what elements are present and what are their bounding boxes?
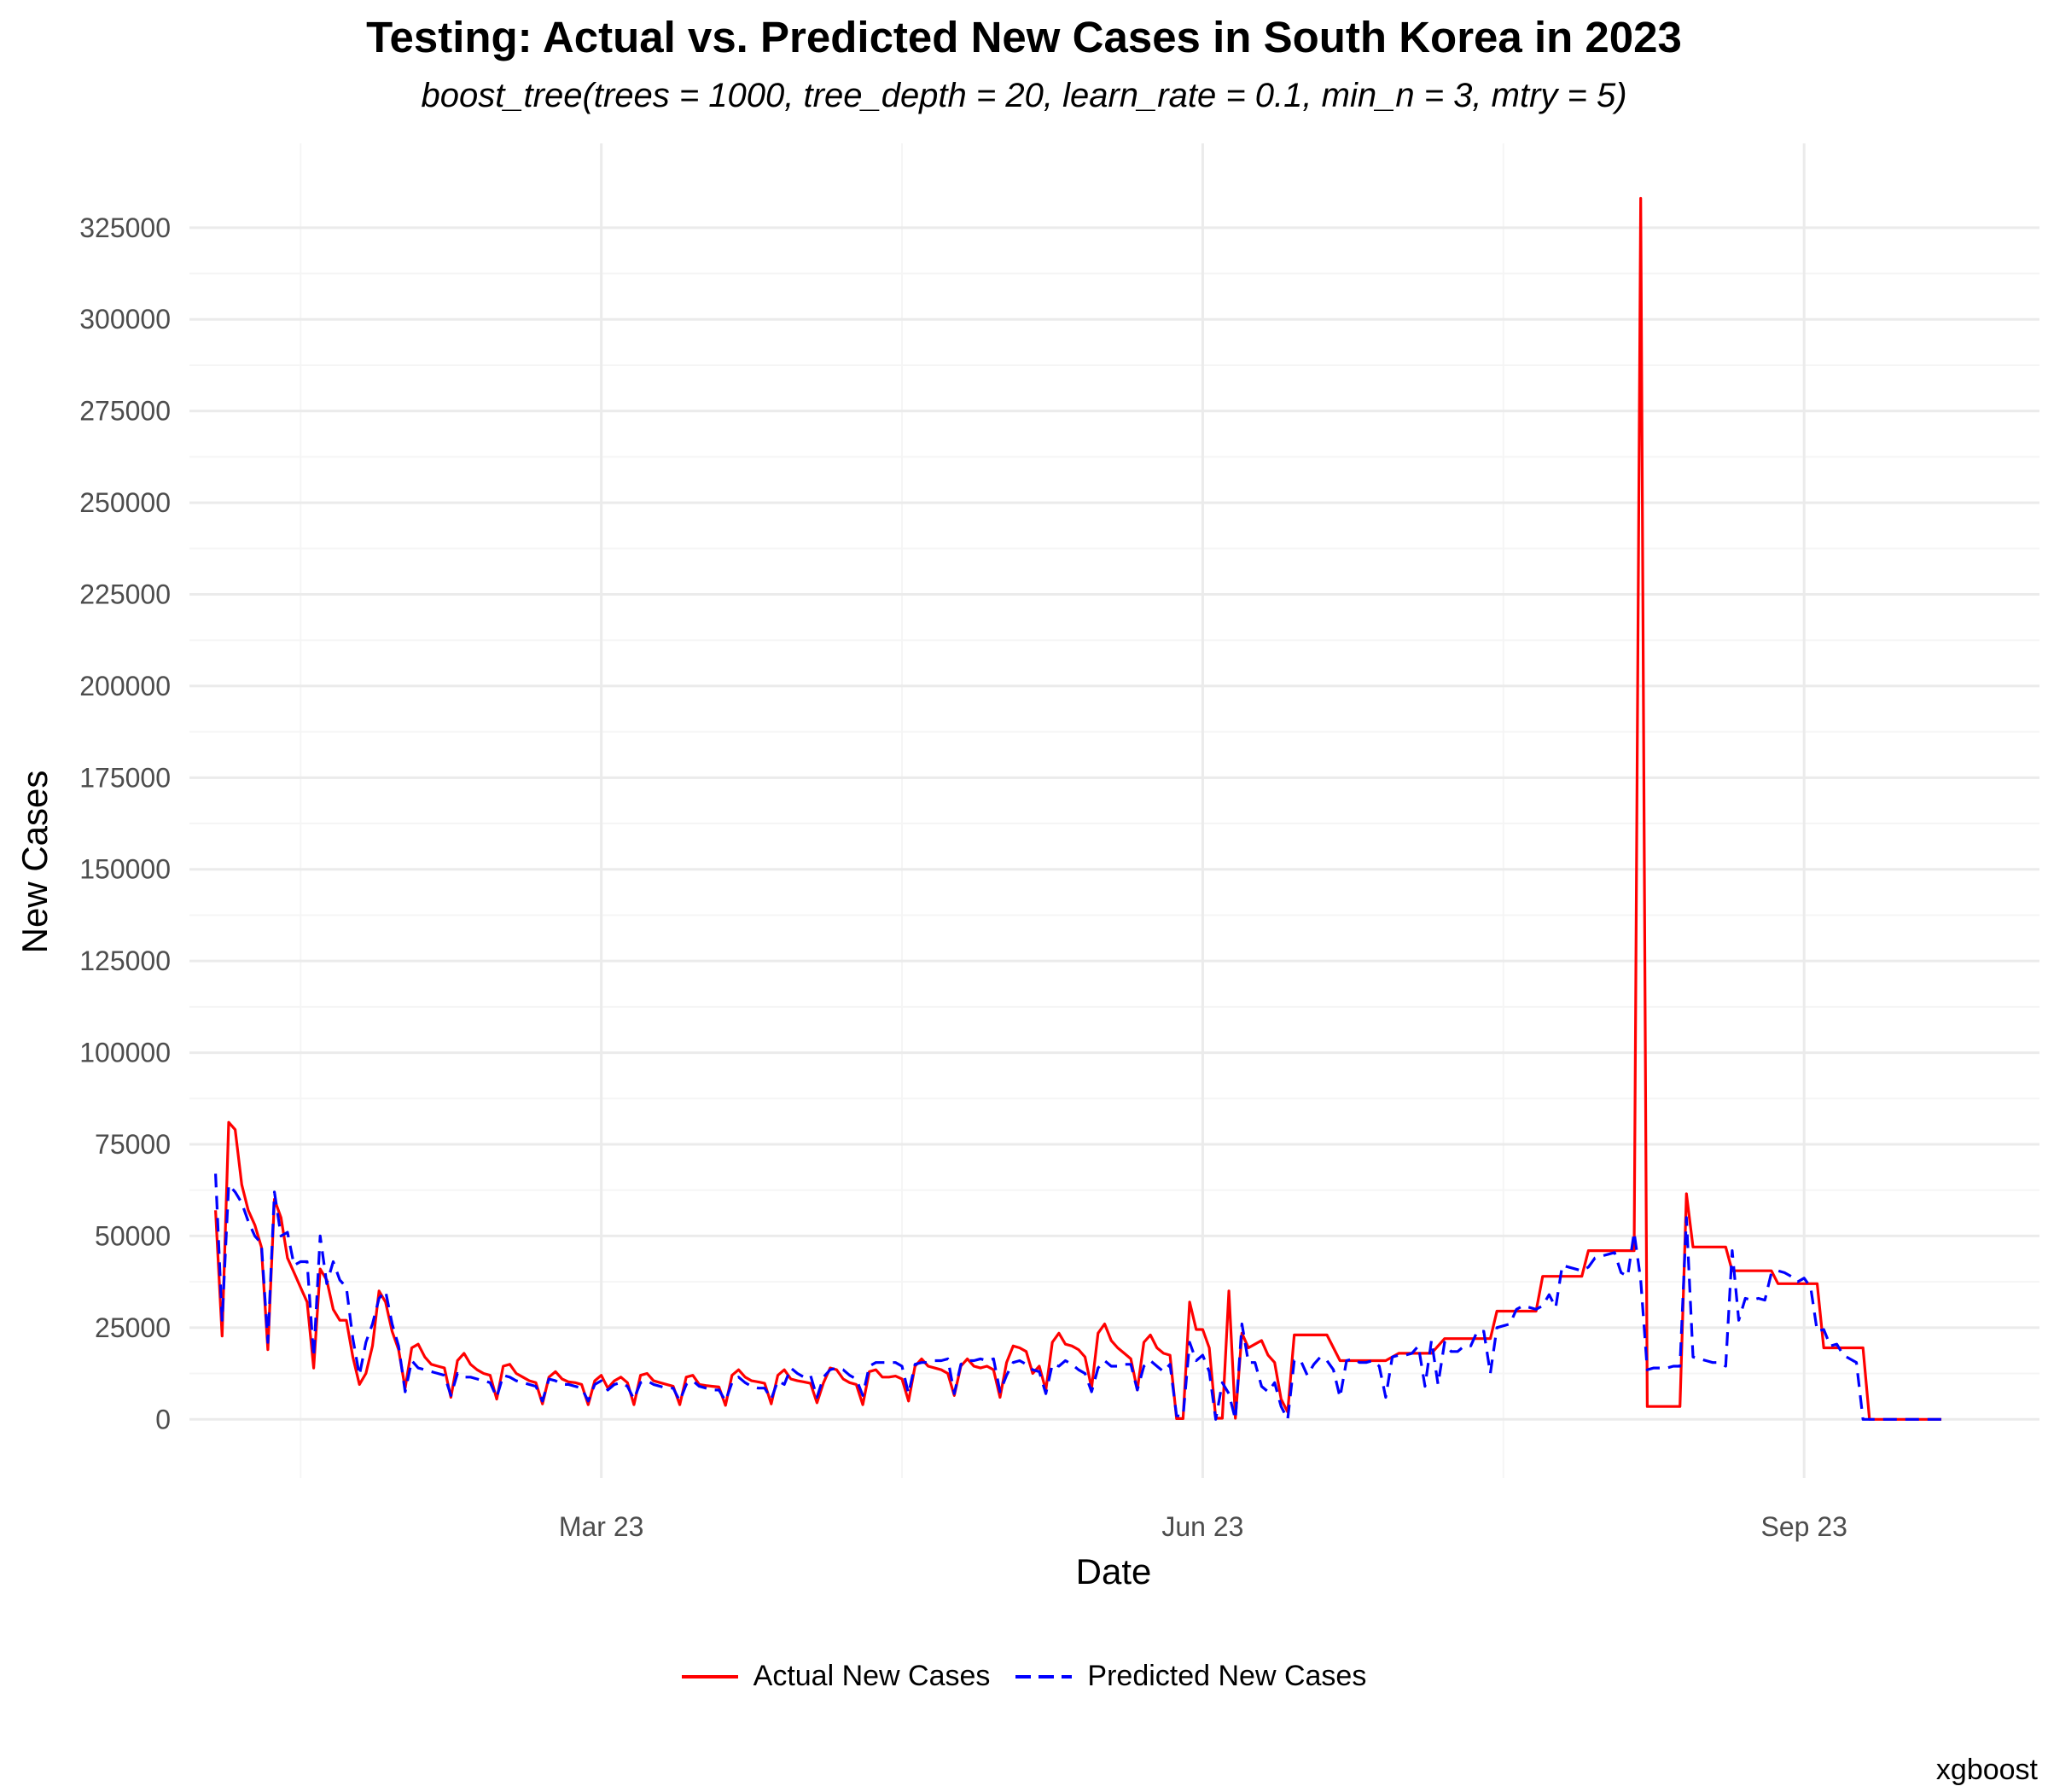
- chart-subtitle: boost_tree(trees = 1000, tree_depth = 20…: [421, 77, 1627, 114]
- legend-key-predicted: [1015, 1674, 1073, 1679]
- series-line-actual: [214, 196, 1942, 1421]
- x-tick-label: Mar 23: [559, 1511, 644, 1542]
- y-tick-label: 100000: [79, 1038, 171, 1068]
- legend-item-predicted: Predicted New Cases: [1015, 1660, 1366, 1693]
- y-tick-label: 325000: [79, 212, 171, 243]
- y-tick-label: 250000: [79, 487, 171, 518]
- y-tick-label: 275000: [79, 396, 171, 427]
- y-tick-label: 0: [155, 1404, 171, 1434]
- legend-item-actual: Actual New Cases: [681, 1660, 991, 1693]
- tick-labels: 0 25000 50000 75000 100000 125000 150000 175000…: [79, 212, 1847, 1542]
- y-tick-label: 300000: [79, 304, 171, 335]
- legend-label-actual: Actual New Cases: [753, 1660, 991, 1692]
- series-line-predicted: [214, 1173, 1942, 1421]
- y-tick-label: 150000: [79, 854, 171, 885]
- y-tick-label: 50000: [95, 1220, 171, 1251]
- x-tick-label: Jun 23: [1161, 1511, 1243, 1542]
- y-tick-label: 125000: [79, 945, 171, 976]
- x-axis-label: Date: [1076, 1551, 1152, 1591]
- chart-caption: xgboost: [1935, 1754, 2038, 1786]
- legend-key-actual: [681, 1674, 738, 1679]
- series-lines: [214, 196, 1942, 1421]
- y-axis-label: New Cases: [15, 771, 55, 954]
- y-tick-label: 75000: [95, 1129, 171, 1160]
- y-tick-label: 200000: [79, 671, 171, 701]
- y-tick-label: 175000: [79, 762, 171, 793]
- legend-label-predicted: Predicted New Cases: [1087, 1660, 1367, 1692]
- chart-title: Testing: Actual vs. Predicted New Cases …: [366, 13, 1682, 61]
- legend: Actual New Cases Predicted New Cases: [0, 1660, 2048, 1693]
- y-tick-label: 25000: [95, 1312, 171, 1343]
- x-tick-label: Sep 23: [1761, 1511, 1847, 1542]
- grid-lines: [189, 143, 2039, 1478]
- y-tick-label: 225000: [79, 579, 171, 609]
